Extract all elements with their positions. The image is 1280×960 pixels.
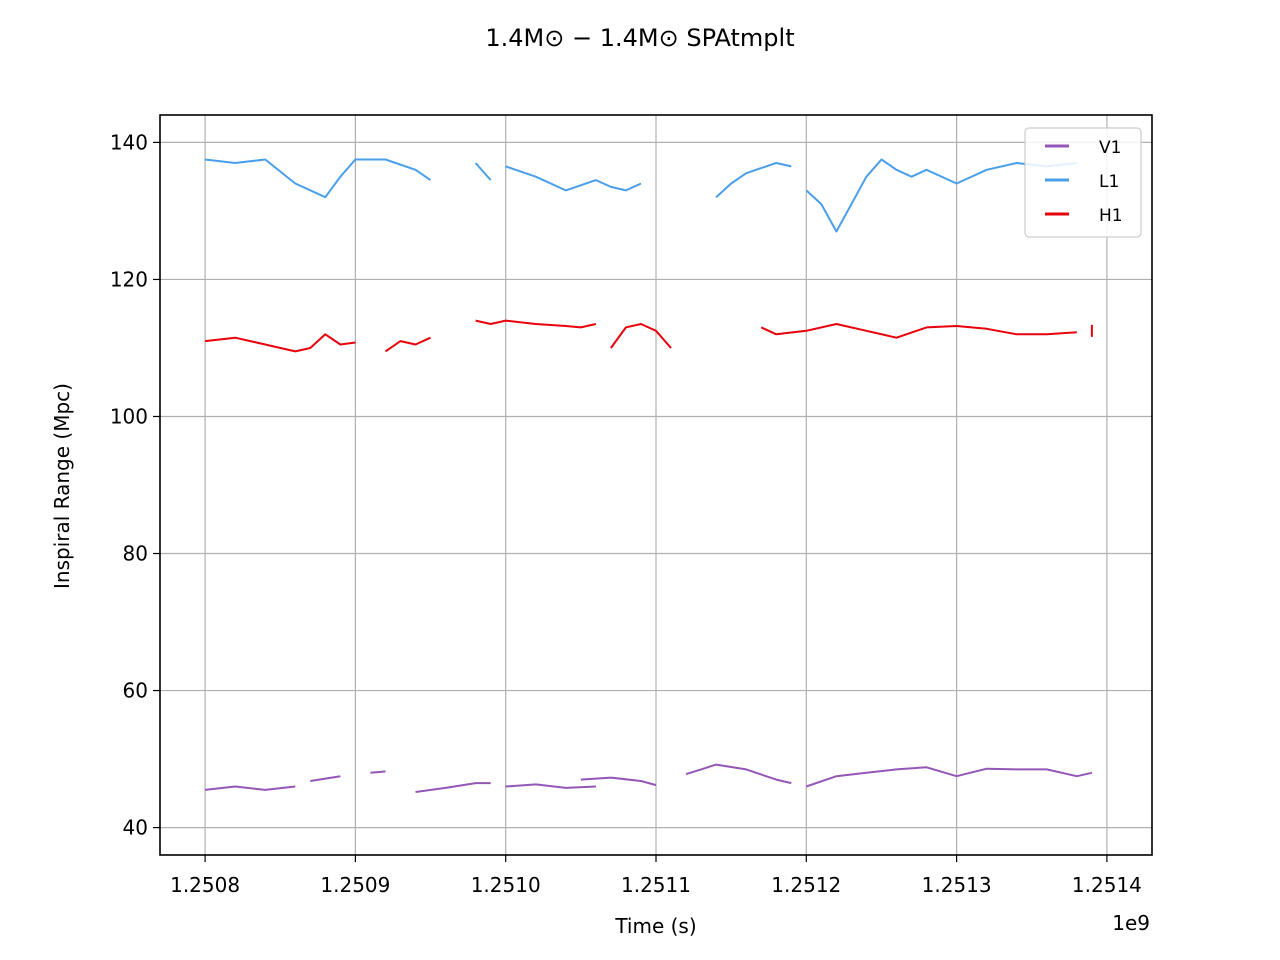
y-tick-label: 80 (123, 542, 148, 566)
series-segment (204, 158, 432, 199)
legend: V1 L1 H1 (1024, 127, 1142, 238)
x-tick-label: 1.2512 (771, 873, 841, 897)
legend-frame (1024, 127, 1142, 238)
y-tick-label: 40 (123, 816, 148, 840)
series-segment (715, 162, 792, 198)
series-segment (415, 782, 491, 793)
series-l1 (204, 158, 1077, 233)
series-segment (685, 763, 792, 785)
x-offset-label: 1e9 (1112, 911, 1150, 935)
series-h1 (204, 319, 1093, 353)
series-segment (204, 785, 296, 791)
x-tick-label: 1.2513 (922, 873, 992, 897)
series-segment (384, 336, 431, 353)
x-tick-label: 1.2511 (621, 873, 691, 897)
ticks: 1.2508 1.2509 1.2510 1.2511 1.2512 1.2513 1.25… (110, 130, 1142, 897)
series-segment (610, 323, 672, 349)
grid (160, 115, 1152, 855)
x-axis-label: Time (s) (614, 914, 696, 938)
x-tick-label: 1.2510 (471, 873, 541, 897)
x-tick-label: 1.2514 (1072, 873, 1142, 897)
y-axis-label: Inspiral Range (Mpc) (50, 383, 74, 589)
legend-label-h1: H1 (1099, 206, 1123, 226)
series-segment (805, 158, 1077, 233)
series-segment (370, 770, 386, 774)
series-segment (475, 319, 597, 329)
series-segment (580, 776, 657, 787)
series-segment (805, 766, 1093, 788)
x-tick-label: 1.2508 (170, 873, 240, 897)
series-segment (474, 162, 492, 181)
series-segment (310, 775, 341, 782)
y-tick-label: 140 (110, 130, 148, 154)
legend-label-l1: L1 (1099, 172, 1119, 192)
x-tick-label: 1.2509 (320, 873, 390, 897)
y-tick-label: 60 (123, 679, 148, 703)
series-segment (505, 783, 596, 789)
series-layer (204, 158, 1093, 793)
series-segment (505, 165, 642, 192)
series-v1 (204, 763, 1093, 793)
chart-title: 1.4M⊙ − 1.4M⊙ SPAtmplt (485, 24, 794, 52)
series-segment (204, 333, 356, 353)
y-tick-label: 100 (110, 404, 148, 428)
series-segment (760, 323, 1077, 339)
legend-label-v1: V1 (1099, 138, 1121, 158)
y-tick-label: 120 (110, 267, 148, 291)
